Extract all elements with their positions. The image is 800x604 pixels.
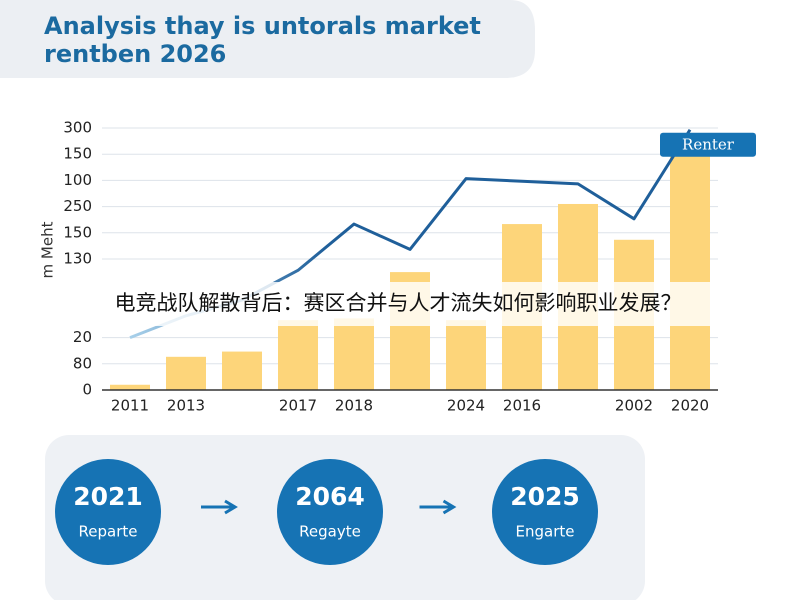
title-line: Analysis thay is untorals market: [44, 12, 481, 40]
y-tick-label: 20: [73, 328, 92, 346]
x-tick-label: 2024: [447, 397, 485, 415]
arrow: [419, 499, 457, 515]
plot: 0 80 20 130 150 250 100 150 300 Renter 2011 2013 201…: [63, 119, 756, 415]
bar: [166, 356, 206, 390]
x-tick-label: 2017: [279, 397, 317, 415]
x-tick-label: 2013: [167, 397, 205, 415]
bar: [334, 318, 374, 390]
y-tick-label: 150: [63, 145, 92, 163]
y-tick-label: 150: [63, 223, 92, 241]
x-tick-label: 2016: [503, 397, 541, 415]
steps: 2021 Reparte 2064 Regayte 2025 Engarte: [55, 459, 598, 565]
bar: [670, 149, 710, 390]
bar: [222, 351, 262, 390]
y-tick-label: 130: [63, 250, 92, 268]
x-tick-label: 2011: [111, 397, 149, 415]
x-tick-label: 2020: [671, 397, 709, 415]
y-tick-label: 0: [82, 381, 92, 399]
callout-box: [660, 132, 756, 157]
overlay-text: 电竞战队解散背后：赛区合并与人才流失如何影响职业发展？: [115, 291, 682, 315]
x-tick-label: 2002: [615, 397, 653, 415]
step-label: Engarte: [516, 523, 575, 541]
y-tick-label: 250: [63, 197, 92, 215]
step-label: Reparte: [79, 523, 138, 541]
overlay-band: [0, 282, 800, 326]
step-circle: [277, 459, 383, 565]
step-label: Regayte: [299, 523, 361, 541]
title-box: [0, 0, 535, 78]
bar: [446, 320, 486, 390]
y-tick-label: 100: [63, 171, 92, 189]
step-circle: [55, 459, 161, 565]
y-axis-label: m Meht: [39, 221, 57, 278]
step-year: 2064: [295, 482, 365, 511]
x-tick-label: 2018: [335, 397, 373, 415]
y-tick-label: 80: [73, 354, 92, 372]
arrow: [201, 499, 238, 515]
bar: [278, 320, 318, 390]
step-year: 2021: [73, 482, 143, 511]
y-tick-label: 300: [63, 119, 92, 137]
callout-text: Renter: [682, 136, 735, 154]
bar: [110, 384, 150, 390]
title-line: rentben 2026: [44, 40, 226, 68]
step-year: 2025: [510, 482, 580, 511]
step-circle: [492, 459, 598, 565]
